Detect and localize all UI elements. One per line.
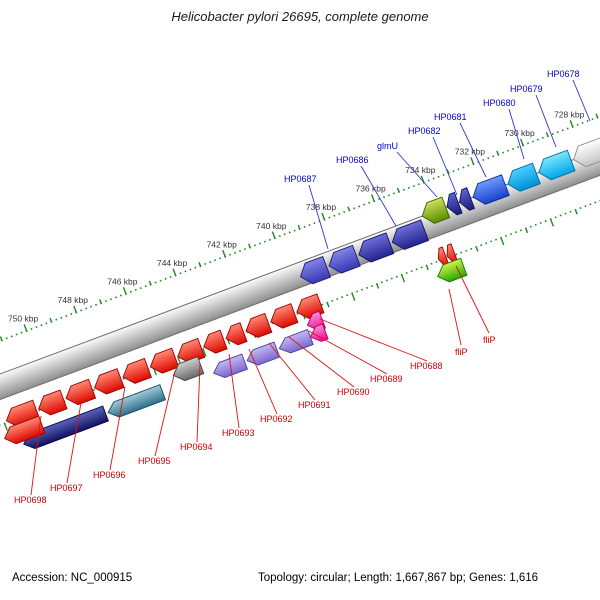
leader-line [228,353,240,429]
gene-label[interactable]: HP0690 [337,387,370,397]
gene-arrow[interactable] [389,219,430,253]
gene-label[interactable]: HP0697 [50,483,83,493]
gene-arrow[interactable] [325,244,361,276]
status-summary: Topology: circular; Length: 1,667,867 bp… [258,572,539,584]
kbp-tick-label: 732 kbp [455,147,486,157]
gene-label[interactable]: fliP [483,335,496,345]
kbp-labels: 728 kbp 730 kbp 732 kbp 734 kbp 736 kbp 738 k… [8,109,585,323]
page-title: Helicobacter pylori 26695, complete geno… [171,9,429,24]
leader-line [508,108,525,160]
gene-arrow[interactable] [469,174,510,208]
gene-arrow[interactable] [443,191,463,217]
gene-arrow[interactable] [267,303,299,332]
gene-label[interactable]: HP0696 [93,470,126,480]
gene-label[interactable]: HP0686 [336,155,369,165]
gene-arrow[interactable] [120,357,152,386]
leader-line [360,165,397,227]
gene-label[interactable]: fliP [455,347,468,357]
status-accession: Accession: NC_000915 [12,572,133,584]
gene-labels: HP0678 HP0679 HP0680 HP0681 HP0682 glmU HP0686… [14,69,591,505]
leader-line [535,94,557,148]
leader-line [308,330,388,375]
leader-line [396,151,438,198]
gene-arrow[interactable] [242,312,273,340]
gene-arrow[interactable] [297,255,332,287]
gene-arrow[interactable] [504,162,541,194]
gene-arrow[interactable] [535,149,576,183]
gene-arrow[interactable] [277,328,314,356]
gene-arrow[interactable] [147,347,180,376]
leader-line [448,288,462,346]
gene-arrow[interactable] [435,257,468,285]
leader-line [30,415,42,496]
kbp-tick-label: 750 kbp [8,314,39,324]
kbp-tick-label: 744 kbp [157,258,188,268]
kbp-tick-label: 742 kbp [207,239,238,249]
leader-line [268,342,316,401]
gene-arrow[interactable] [170,356,205,384]
gene-arrow[interactable] [211,353,248,381]
kbp-tick-label: 728 kbp [554,109,585,119]
leader-line [154,370,176,457]
kbp-tick-label: 746 kbp [107,277,138,287]
gene-label[interactable]: glmU [377,141,398,151]
gene-label[interactable]: HP0698 [14,495,47,505]
gene-arrow[interactable] [418,196,451,226]
leader-line [572,79,591,122]
leader-line [248,348,278,415]
gene-label[interactable]: HP0681 [434,112,467,122]
gene-arrow[interactable] [223,322,248,348]
gene-label[interactable]: HP0693 [222,428,255,438]
gene-label[interactable]: HP0694 [180,442,213,452]
gene-arrow[interactable] [63,378,97,407]
kbp-tick-label: 740 kbp [256,221,287,231]
leader-line [66,402,82,484]
leader-line [432,136,458,196]
gene-label[interactable]: HP0691 [298,400,331,410]
kbp-tick-label: 736 kbp [355,184,386,194]
gene-label[interactable]: HP0692 [260,414,293,424]
gene-arrow[interactable] [244,341,281,368]
leader-line [196,363,201,443]
kbp-tick-label: 734 kbp [405,165,436,175]
gene-label[interactable]: HP0688 [410,361,443,371]
gene-arrow[interactable] [35,389,68,418]
gene-arrow[interactable] [91,368,125,397]
genome-track [0,110,600,449]
kbp-tick-label: 738 kbp [306,202,337,212]
gene-arrow[interactable] [1,415,46,447]
gene-arrow[interactable] [200,329,228,356]
kbp-tick-label: 730 kbp [504,128,535,138]
gene-label[interactable]: HP0689 [370,374,403,384]
kbp-tick-label: 748 kbp [58,295,89,305]
leader-line [288,336,355,388]
leader-line [319,318,428,362]
leader-line [109,386,126,471]
gene-arrow[interactable] [570,136,600,170]
leader-line [308,184,329,250]
gene-label[interactable]: HP0687 [284,174,317,184]
gene-label[interactable]: HP0679 [510,84,543,94]
leader-line [455,265,490,334]
gene-label[interactable]: HP0695 [138,456,171,466]
leader-line [459,122,487,178]
gene-arrow[interactable] [456,187,476,213]
backbone-bar [0,110,600,408]
gene-arrow[interactable] [105,384,167,420]
gene-arrow[interactable] [355,232,395,265]
gene-arrow[interactable] [308,323,329,345]
gene-label[interactable]: HP0682 [408,126,441,136]
gene-label[interactable]: HP0680 [483,98,516,108]
gene-label[interactable]: HP0678 [547,69,580,79]
